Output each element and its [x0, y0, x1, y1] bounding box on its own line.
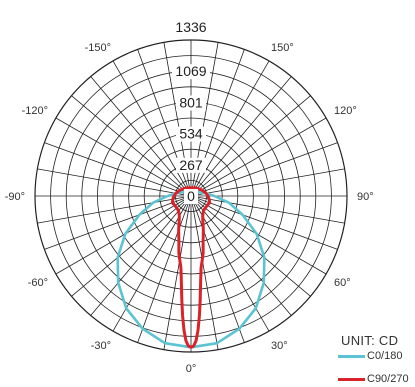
- tick-label: 1069: [175, 63, 206, 79]
- grid-spoke: [190, 142, 338, 197]
- legend-item-c0-180: C0/180: [338, 349, 402, 363]
- angle-label: 120°: [334, 105, 357, 117]
- legend-item-c90-270: C90/270: [338, 372, 409, 386]
- grid-spoke: [44, 142, 192, 197]
- grid-spoke: [190, 95, 311, 197]
- grid-spoke: [190, 195, 245, 343]
- angle-label: 30°: [271, 340, 288, 352]
- tick-label: 801: [179, 95, 203, 111]
- unit-label: UNIT: CD: [341, 333, 399, 348]
- angle-label: -120°: [22, 105, 48, 117]
- radial-tick-labels: 1336 1069 801 534 267 0: [172, 19, 210, 204]
- series-c90-270-line: [170, 186, 212, 349]
- tick-label: 534: [179, 126, 203, 142]
- angle-label: 150°: [271, 42, 294, 54]
- angle-label: -150°: [85, 42, 111, 54]
- grid-spoke: [190, 76, 292, 197]
- grid-spoke: [190, 168, 345, 197]
- grid-spoke: [37, 195, 192, 224]
- grid-spoke: [112, 60, 192, 197]
- tick-label: 0: [187, 188, 195, 204]
- grid-spoke: [90, 76, 192, 197]
- angle-labels: 0° 30° 60° 90° 120° 150° -150° -120° -90° -60° -30…: [5, 42, 374, 375]
- grid-spoke: [44, 195, 192, 250]
- grid-spoke: [90, 195, 192, 316]
- angle-label: 90°: [357, 191, 374, 203]
- grid-spoke: [190, 195, 327, 275]
- grid-spoke: [190, 195, 219, 350]
- tick-label-bg: [176, 95, 206, 111]
- legend-swatch-c0-180: [338, 354, 365, 358]
- angle-label: 0°: [186, 363, 197, 375]
- tick-label-bg: [176, 126, 206, 142]
- grid-spoke: [137, 195, 192, 343]
- grid-spoke: [190, 195, 292, 316]
- grid-spoke: [190, 195, 338, 250]
- tick-label-bg: [184, 189, 198, 204]
- grid-spoke: [190, 117, 327, 197]
- angle-label: 60°: [334, 277, 351, 289]
- grid-spoke: [71, 95, 192, 197]
- angle-label: -90°: [5, 191, 25, 203]
- grid-spoke: [163, 195, 192, 350]
- grid-spoke: [190, 60, 270, 197]
- angle-label: -60°: [28, 277, 48, 289]
- polar-grid: [34, 39, 348, 353]
- grid-spoke: [190, 195, 311, 297]
- grid-spoke: [71, 195, 192, 297]
- tick-label-bg: [172, 64, 210, 80]
- grid-spoke: [37, 168, 192, 197]
- legend-label-c90-270: C90/270: [367, 373, 409, 385]
- tick-label: 267: [179, 157, 203, 173]
- legend-swatch-c90-270: [338, 377, 365, 381]
- legend-label-c0-180: C0/180: [367, 350, 403, 362]
- tick-label-bg: [176, 157, 206, 173]
- grid-spoke: [55, 117, 192, 197]
- tick-label: 1336: [175, 19, 206, 35]
- grid-spoke: [55, 195, 192, 275]
- grid-spoke: [190, 195, 345, 224]
- angle-label: -30°: [91, 340, 111, 352]
